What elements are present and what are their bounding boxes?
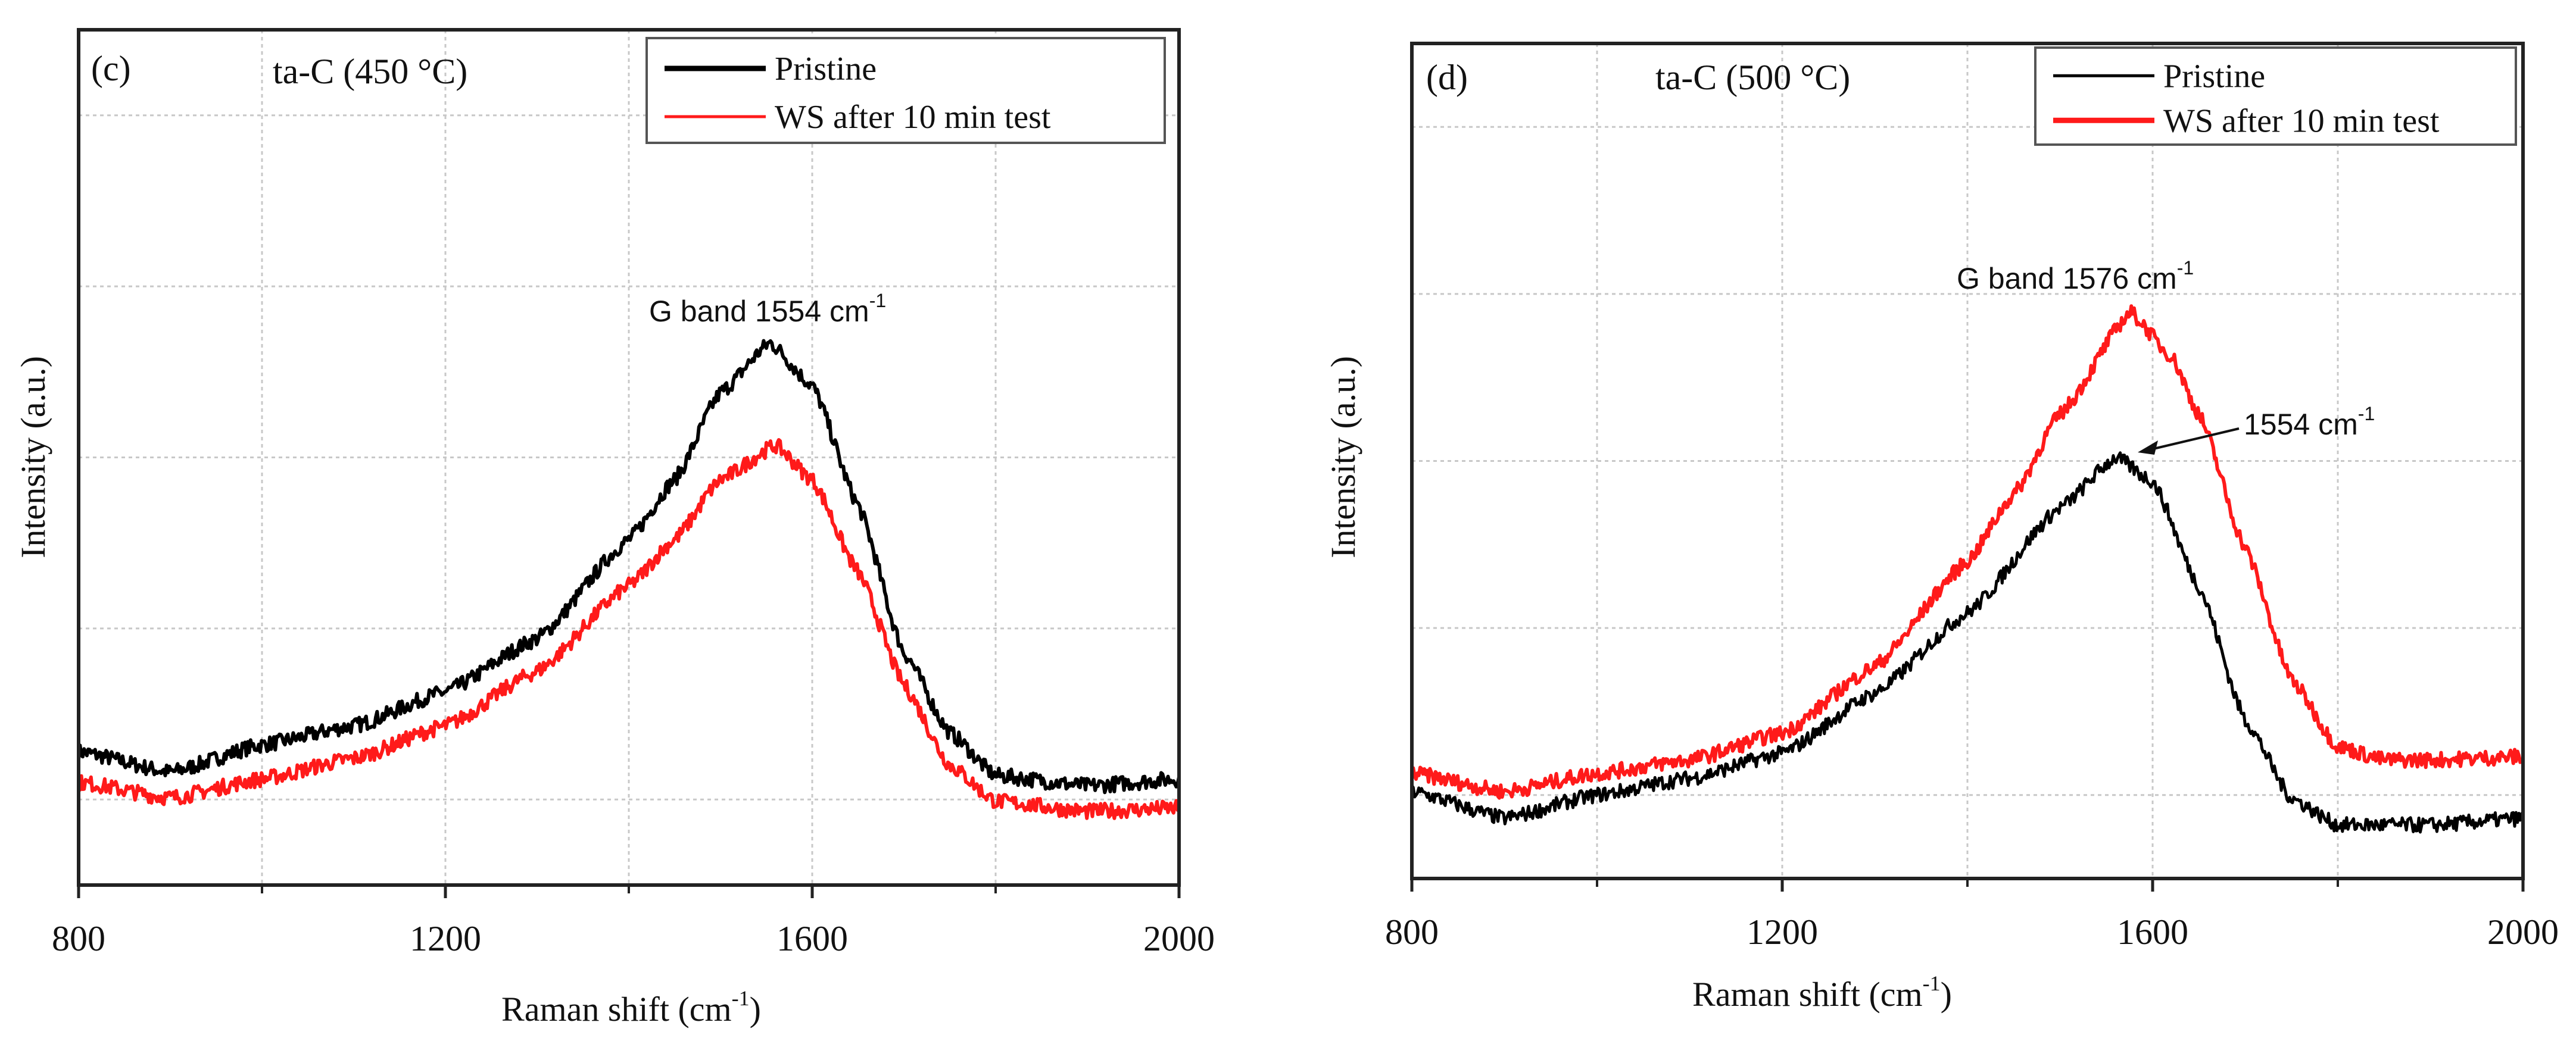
peak-annotation-text: 1554 cm: [2244, 408, 2358, 441]
x-tick-label: 1600: [776, 919, 848, 958]
peak-annotation-sup: -1: [869, 290, 886, 311]
legend-label-pristine: Pristine: [775, 51, 877, 87]
peak-annotation-text: G band 1576 cm: [1957, 262, 2177, 295]
x-tick-label: 1600: [2117, 912, 2188, 952]
series-line-ws-after-test: [77, 438, 1180, 820]
series-line-pristine: [77, 339, 1181, 795]
peak-annotation: G band 1576 cm-1: [1957, 257, 2194, 295]
y-axis-title: Intensity (a.u.): [1324, 356, 1362, 558]
legend-label-ws: WS after 10 min test: [775, 99, 1051, 136]
legend-box: [645, 37, 1166, 144]
x-axis-title-end: ): [750, 990, 761, 1029]
peak-annotation-sup: -1: [2358, 403, 2375, 424]
x-tick-label: 800: [52, 919, 105, 958]
annotation-arrow-line: [2145, 427, 2240, 452]
peak-annotation: 1554 cm-1: [2244, 403, 2375, 441]
legend: Pristine WS after 10 min test: [645, 37, 1166, 144]
x-axis-title-sup: -1: [1923, 971, 1941, 995]
x-axis-title: Raman shift (cm-1): [1692, 971, 1952, 1014]
x-tick-label: 2000: [1143, 919, 1215, 958]
x-tick-label: 800: [1385, 912, 1439, 952]
legend: Pristine WS after 10 min test: [2034, 46, 2517, 146]
x-tick-label: 1200: [410, 919, 481, 958]
y-axis-title: Intensity (a.u.): [14, 356, 52, 558]
x-axis-title-sup: -1: [732, 986, 750, 1010]
series-line-pristine: [1410, 451, 2525, 834]
legend-label-ws: WS after 10 min test: [2163, 102, 2440, 139]
peak-annotation: G band 1554 cm-1: [649, 290, 886, 328]
peak-annotation-text: G band 1554 cm: [649, 295, 869, 328]
panel-title: ta-C (450 °C): [273, 52, 467, 91]
x-tick-label: 2000: [2487, 912, 2559, 952]
x-tick-label: 1200: [1747, 912, 1818, 952]
annotation-arrowhead-icon: [2138, 440, 2158, 455]
panel-label: (d): [1426, 58, 1468, 97]
x-axis-title-end: ): [1941, 975, 1952, 1014]
peak-annotation-sup: -1: [2177, 257, 2194, 279]
x-axis-title: Raman shift (cm-1): [501, 986, 761, 1029]
legend-box: [2034, 46, 2517, 146]
series-line-ws-after-test: [1410, 304, 2524, 800]
x-axis-title-text: Raman shift (cm: [501, 990, 732, 1029]
legend-label-pristine: Pristine: [2163, 58, 2265, 95]
panel-title: ta-C (500 °C): [1655, 58, 1850, 97]
x-axis-title-text: Raman shift (cm: [1692, 975, 1923, 1014]
panel-label: (c): [91, 49, 131, 88]
